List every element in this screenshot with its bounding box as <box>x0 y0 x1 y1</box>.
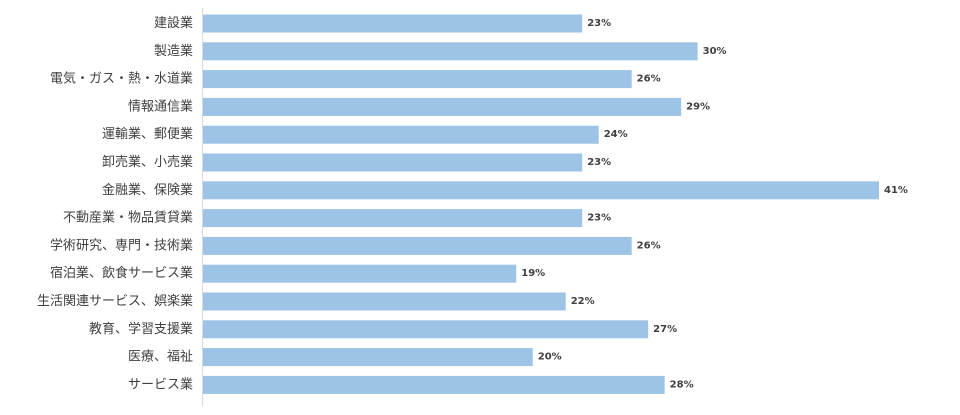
bar <box>203 209 583 228</box>
value-label: 27% <box>653 324 677 335</box>
bar <box>203 348 533 367</box>
bar <box>203 70 632 89</box>
category-label: 宿泊業、飲食サービス業 <box>50 265 193 281</box>
category-label: 卸売業、小売業 <box>102 154 193 170</box>
category-label: 生活関連サービス、娯楽業 <box>37 293 193 309</box>
value-label: 20% <box>538 352 562 363</box>
category-label: 情報通信業 <box>128 98 193 114</box>
value-label: 24% <box>604 129 628 140</box>
bar <box>203 375 665 394</box>
bar <box>203 264 517 283</box>
category-label: 建設業 <box>154 15 193 31</box>
value-label: 26% <box>637 74 661 85</box>
category-label: サービス業 <box>128 376 193 392</box>
value-label: 29% <box>686 101 710 112</box>
value-label: 30% <box>703 46 727 57</box>
category-labels-group: 建設業製造業電気・ガス・熱・水道業情報通信業運輸業、郵便業卸売業、小売業金融業、… <box>37 15 193 392</box>
bar <box>203 14 583 33</box>
value-label: 23% <box>587 213 611 224</box>
value-label: 41% <box>884 185 908 196</box>
value-label: 26% <box>637 240 661 251</box>
bar <box>203 42 698 61</box>
bar <box>203 320 649 339</box>
value-label: 23% <box>587 157 611 168</box>
category-label: 学術研究、専門・技術業 <box>50 237 193 253</box>
value-labels-group: 23% 30% 26% 29% 24% 23% 41% 23% 26% 19% 22% 27% 20% 2… <box>521 18 908 390</box>
value-label: 23% <box>587 18 611 29</box>
category-label: 金融業、保険業 <box>102 182 193 198</box>
bar <box>203 125 599 144</box>
category-label: 教育、学習支援業 <box>89 321 193 337</box>
category-label: 製造業 <box>154 43 193 59</box>
category-label: 運輸業、郵便業 <box>102 126 193 142</box>
bar <box>203 236 632 255</box>
category-label: 医療、福祉 <box>128 350 193 365</box>
bars-group <box>203 14 879 394</box>
bar <box>203 181 879 200</box>
value-label: 22% <box>571 296 595 307</box>
bar <box>203 97 682 116</box>
bar <box>203 153 583 172</box>
value-label: 19% <box>521 268 545 279</box>
category-label: 不動産業・物品賃貸業 <box>63 210 193 226</box>
value-label: 28% <box>670 379 694 390</box>
bar <box>203 292 566 311</box>
category-label: 電気・ガス・熱・水道業 <box>50 71 193 87</box>
